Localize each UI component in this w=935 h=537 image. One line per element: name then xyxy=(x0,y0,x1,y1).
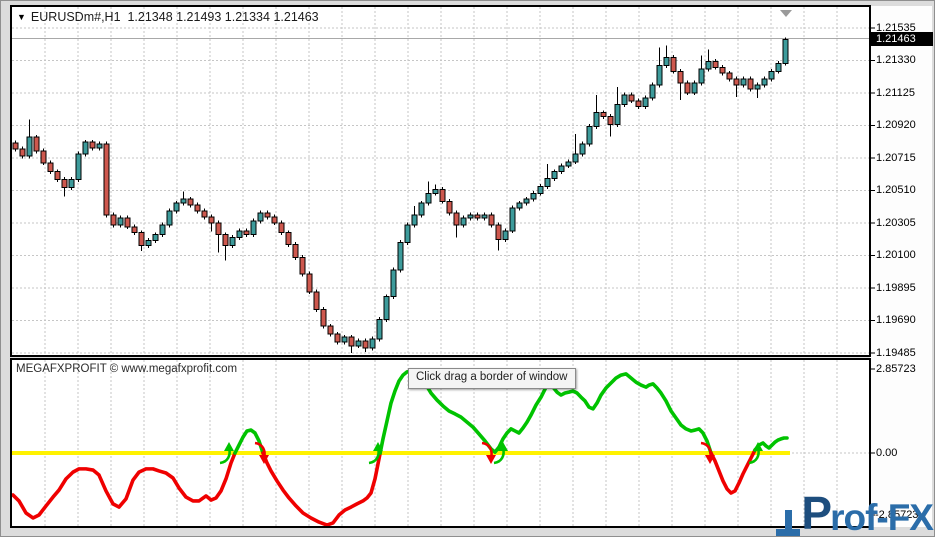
price-axis-label: 1.21535 xyxy=(876,22,916,34)
current-price-tag: 1.21463 xyxy=(871,32,933,46)
price-axis-label: 1.19690 xyxy=(876,314,916,326)
price-axis-label: 1.20305 xyxy=(876,217,916,229)
price-axis-label: 1.19895 xyxy=(876,282,916,294)
chart-title: ▼ EURUSDm#,H1 1.21348 1.21493 1.21334 1.2… xyxy=(17,10,319,24)
price-axis-label: 1.20715 xyxy=(876,152,916,164)
proffx-logo-bar-icon xyxy=(776,510,801,536)
proffx-logo: P rof-FX xyxy=(776,487,934,537)
price-axis-label: 1.20920 xyxy=(876,119,916,131)
price-axis-label: 1.20510 xyxy=(876,184,916,196)
indicator-watermark: MEGAFXPROFIT © www.megafxprofit.com xyxy=(16,363,238,375)
chart-title-text: EURUSDm#,H1 1.21348 1.21493 1.21334 1.21… xyxy=(30,10,319,24)
indicator-axis-max-label: 2.85723 xyxy=(876,363,916,375)
chart-menu-triangle-icon[interactable]: ▼ xyxy=(17,12,26,22)
price-axis-label: 1.21125 xyxy=(876,87,915,99)
proffx-logo-text: rof-FX xyxy=(830,497,934,537)
price-axis-label: 1.21330 xyxy=(876,54,916,66)
indicator-axis-zero-label: 0.00 xyxy=(876,447,898,459)
price-axis-label: 1.19485 xyxy=(876,347,916,359)
proffx-logo-p: P xyxy=(801,487,832,537)
window-border-divider[interactable] xyxy=(1,355,934,361)
divider-tooltip: Click drag a border of window xyxy=(408,368,576,389)
indicator-axis-min-label: -2.85723 xyxy=(875,509,919,521)
price-axis-label: 1.20100 xyxy=(876,249,916,261)
